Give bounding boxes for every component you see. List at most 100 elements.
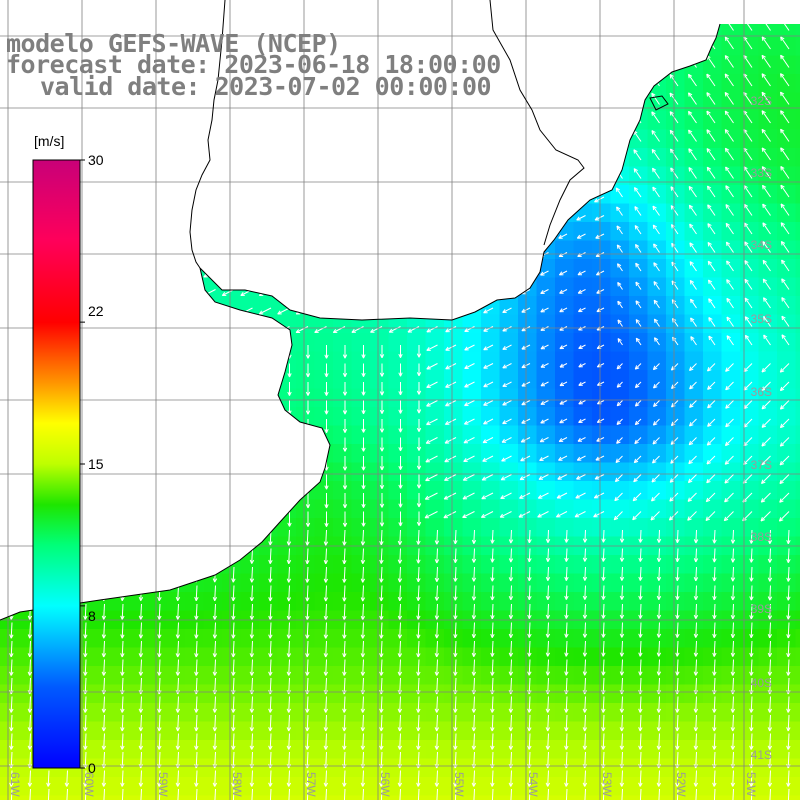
field-cell xyxy=(647,518,667,538)
field-cell xyxy=(573,573,593,593)
field-cell xyxy=(703,74,723,94)
wind-arrow xyxy=(616,206,623,216)
wind-arrow xyxy=(231,640,236,658)
wind-arrow xyxy=(706,92,716,105)
wind-arrow xyxy=(762,278,771,290)
wind-arrow xyxy=(120,603,125,620)
field-cell xyxy=(499,462,519,482)
wind-arrow xyxy=(671,381,679,389)
field-cell xyxy=(444,629,464,649)
wind-arrow xyxy=(671,400,679,408)
wind-arrow xyxy=(463,437,475,444)
field-cell xyxy=(666,92,686,112)
field-cell xyxy=(444,444,464,464)
wind-arrow xyxy=(619,696,625,713)
wind-arrow xyxy=(379,548,384,564)
field-cell xyxy=(481,758,501,778)
wind-arrow xyxy=(29,788,31,800)
wind-arrow xyxy=(138,696,144,713)
wind-arrow xyxy=(761,474,771,484)
wind-arrow xyxy=(527,733,532,750)
field-cell xyxy=(388,647,408,667)
field-cell xyxy=(555,629,575,649)
field-cell xyxy=(518,758,538,778)
field-cell xyxy=(684,240,704,260)
wind-arrow xyxy=(305,566,310,583)
field-cell xyxy=(333,629,353,649)
wind-arrow xyxy=(749,714,754,732)
wind-arrow xyxy=(779,418,790,429)
field-cell xyxy=(518,592,538,612)
field-cell xyxy=(370,592,390,612)
field-cell xyxy=(666,222,686,242)
wind-arrow xyxy=(619,659,625,676)
field-cell xyxy=(777,684,797,704)
field-cell xyxy=(518,481,538,501)
field-cell xyxy=(740,499,760,519)
field-cell xyxy=(647,684,667,704)
field-cell xyxy=(314,684,334,704)
wind-arrow xyxy=(471,696,477,713)
wind-arrow xyxy=(453,622,458,639)
field-cell xyxy=(573,444,593,464)
field-cell xyxy=(740,407,760,427)
field-cell xyxy=(185,629,205,649)
wind-arrow xyxy=(443,511,457,519)
field-cell xyxy=(573,259,593,279)
field-cell xyxy=(684,573,704,593)
field-cell xyxy=(721,240,741,260)
field-cell xyxy=(629,629,649,649)
field-cell xyxy=(758,777,778,797)
field-cell xyxy=(795,481,800,501)
field-cell xyxy=(777,758,797,778)
field-cell xyxy=(684,740,704,760)
wind-arrow xyxy=(619,603,625,619)
wind-arrow xyxy=(361,511,366,527)
field-cell xyxy=(592,407,612,427)
field-cell xyxy=(740,666,760,686)
wind-arrow xyxy=(323,696,329,713)
field-cell xyxy=(388,333,408,353)
wind-arrow xyxy=(577,270,586,276)
wind-arrow xyxy=(761,73,771,87)
field-cell xyxy=(518,370,538,390)
wind-arrow xyxy=(27,733,33,750)
field-cell xyxy=(425,407,445,427)
field-cell xyxy=(462,684,482,704)
wind-arrow xyxy=(671,242,679,253)
wind-arrow xyxy=(653,262,660,272)
field-cell xyxy=(277,758,297,778)
field-cell xyxy=(333,462,353,482)
field-cell xyxy=(592,721,612,741)
wind-arrow xyxy=(212,640,218,658)
field-cell xyxy=(721,24,741,38)
lagoon xyxy=(649,95,669,111)
field-cell xyxy=(629,259,649,279)
wind-arrow xyxy=(780,222,790,235)
field-cell xyxy=(610,518,630,538)
wind-arrow xyxy=(286,529,292,546)
field-cell xyxy=(703,758,723,778)
field-cell xyxy=(758,166,778,186)
wind-arrow xyxy=(651,92,660,105)
field-cell xyxy=(721,684,741,704)
wind-arrow xyxy=(499,511,512,518)
wind-arrow xyxy=(453,585,458,601)
wind-arrow xyxy=(638,548,643,562)
wind-arrow xyxy=(483,400,494,406)
field-cell xyxy=(758,277,778,297)
field-cell xyxy=(795,129,800,149)
wind-arrow xyxy=(462,474,475,481)
field-cell xyxy=(462,795,482,800)
field-cell xyxy=(666,795,686,800)
wind-arrow xyxy=(379,696,384,713)
field-cell xyxy=(425,462,445,482)
wind-arrow xyxy=(157,640,162,658)
wind-arrow xyxy=(508,659,514,676)
wind-arrow xyxy=(651,474,660,483)
field-cell xyxy=(388,592,408,612)
wind-arrow xyxy=(726,260,734,272)
wind-arrow xyxy=(564,529,569,543)
wind-arrow xyxy=(578,400,586,405)
